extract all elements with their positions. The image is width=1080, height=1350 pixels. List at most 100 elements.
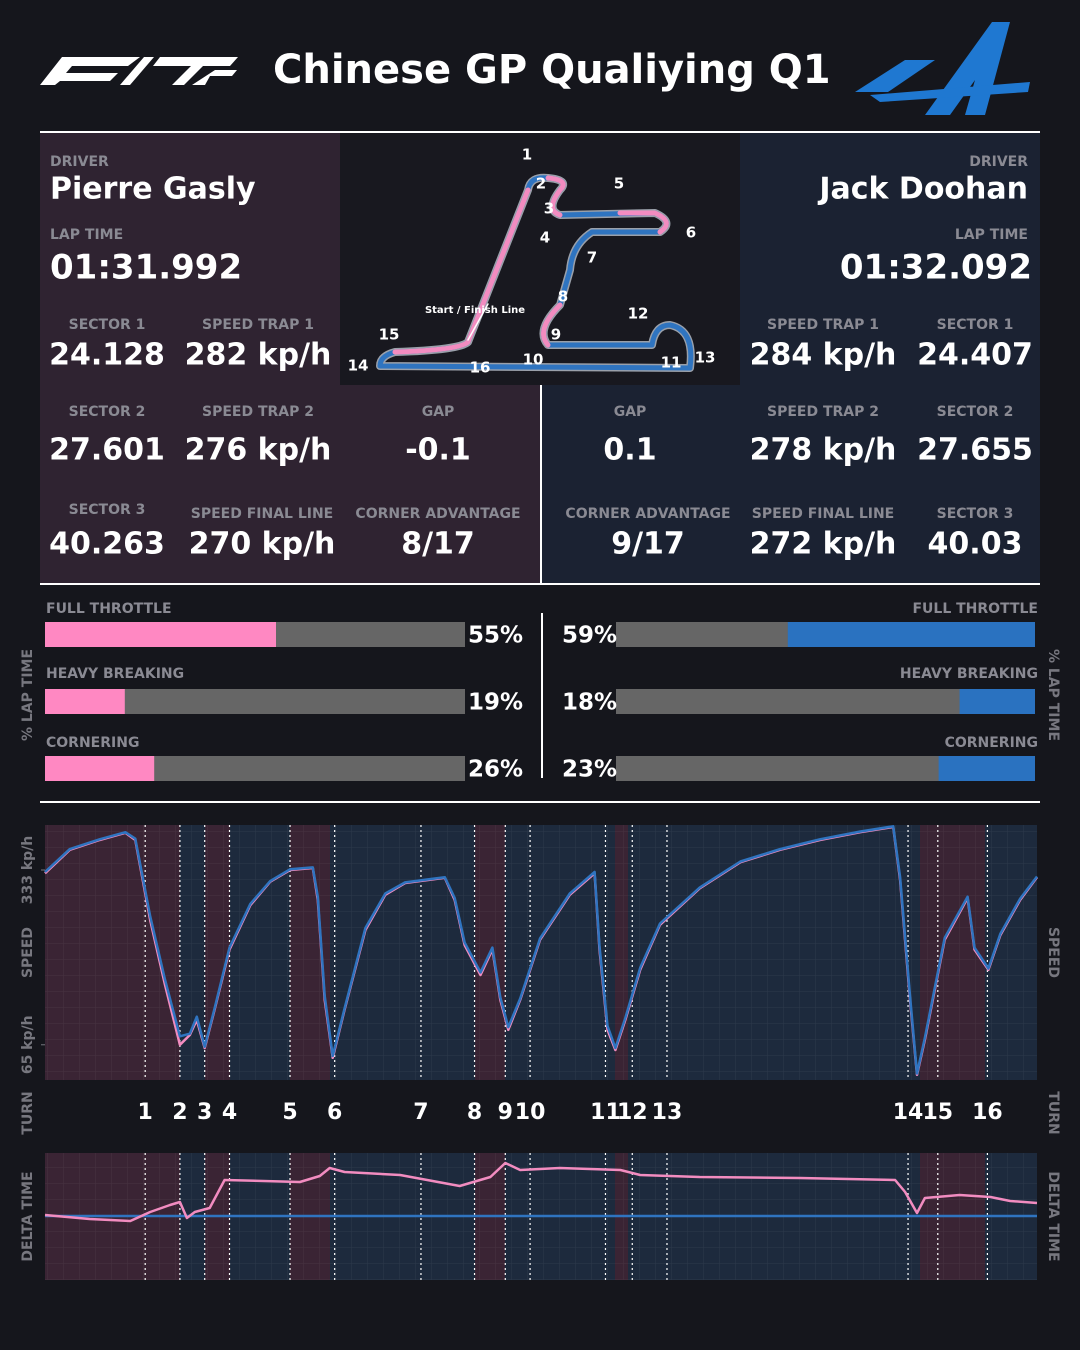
bar: [45, 689, 125, 714]
map-turn-label: 4: [540, 229, 550, 247]
stat-value: 0.1: [603, 433, 656, 468]
stat-value: 284 kp/h: [750, 338, 897, 373]
turn-label: 4: [222, 1100, 237, 1125]
bar: [787, 622, 1035, 647]
turn-label: 2: [172, 1100, 187, 1125]
bar-label: CORNERING: [46, 735, 139, 751]
stat-value: 9/17: [611, 527, 685, 562]
map-turn-label: 12: [628, 305, 649, 323]
stat-value: 27.655: [917, 433, 1033, 468]
stat-label: SECTOR 2: [937, 404, 1014, 420]
stat-label: SPEED TRAP 2: [202, 404, 314, 420]
stat-value: 8/17: [401, 527, 475, 562]
bar-value-label: 23%: [562, 757, 617, 783]
map-turn-label: 6: [686, 224, 696, 242]
map-panel: [340, 133, 740, 385]
stat-value: 24.128: [49, 338, 165, 373]
bar-value-label: 55%: [468, 623, 523, 649]
map-turn-label: 2: [536, 175, 546, 193]
axis-title: DELTA TIME: [20, 1171, 36, 1261]
lap-time-label: LAP TIME: [955, 227, 1028, 243]
map-turn-label: 5: [614, 175, 624, 193]
bar-label: HEAVY BREAKING: [46, 666, 184, 682]
stat-label: SPEED FINAL LINE: [191, 506, 334, 522]
axis-title: TURN: [20, 1091, 36, 1134]
stat-label: SECTOR 3: [69, 502, 146, 518]
axis-title: % LAP TIME: [1045, 649, 1061, 741]
bar: [938, 756, 1035, 781]
stat-label: CORNER ADVANTAGE: [565, 506, 730, 522]
stat-label: SPEED TRAP 2: [767, 404, 879, 420]
turn-label: 1: [138, 1100, 153, 1125]
map-turn-label: 8: [558, 288, 568, 306]
turn-label: 6: [327, 1100, 342, 1125]
stat-label: SECTOR 1: [69, 317, 146, 333]
bar-label: FULL THROTTLE: [46, 601, 172, 617]
bar-value-label: 19%: [468, 690, 523, 716]
y-tick-label: 333 kp/h: [20, 836, 36, 905]
axis-title: SPEED: [20, 927, 36, 978]
left-panel: [40, 385, 541, 583]
stat-label: SECTOR 1: [937, 317, 1014, 333]
axis-title: SPEED: [1045, 927, 1061, 978]
map-turn-label: 10: [523, 351, 544, 369]
turn-label: 14: [893, 1100, 924, 1125]
line-series: [44, 1161, 1038, 1223]
lap-time: 01:32.092: [840, 248, 1032, 288]
bar-value-label: 26%: [468, 757, 523, 783]
axis-title: % LAP TIME: [20, 649, 36, 741]
stat-value: 24.407: [917, 338, 1033, 373]
turn-label: 11: [590, 1100, 621, 1125]
turn-label: 8: [467, 1100, 482, 1125]
map-turn-label: 15: [379, 326, 400, 344]
stat-value: 278 kp/h: [750, 433, 897, 468]
bar-label: HEAVY BREAKING: [900, 666, 1038, 682]
lap-time: 01:31.992: [50, 248, 242, 288]
stat-label: SECTOR 3: [937, 506, 1014, 522]
turn-label: 3: [197, 1100, 212, 1125]
bar: [959, 689, 1035, 714]
y-tick-label: 65 kp/h: [20, 1015, 36, 1074]
driver-label: DRIVER: [969, 154, 1028, 170]
map-turn-label: 13: [695, 349, 716, 367]
turn-label: 12: [617, 1100, 648, 1125]
turn-label: 15: [922, 1100, 953, 1125]
driver-label: DRIVER: [50, 154, 109, 170]
start-finish-label: Start / Finish Line: [425, 305, 525, 316]
driver-name: Pierre Gasly: [50, 172, 256, 207]
map-turn-label: 1: [522, 146, 532, 164]
stat-value: 27.601: [49, 433, 165, 468]
map-turn-label: 9: [551, 326, 561, 344]
stat-value: 40.263: [49, 527, 165, 562]
map-turn-label: 7: [587, 249, 597, 267]
turn-label: 10: [515, 1100, 546, 1125]
stat-label: GAP: [614, 404, 647, 420]
speed-background: [45, 825, 1037, 1080]
stat-value: -0.1: [405, 433, 471, 468]
stat-value: 276 kp/h: [185, 433, 332, 468]
stat-label: SPEED TRAP 1: [202, 317, 314, 333]
alpine-logo: [855, 22, 1030, 115]
stat-label: CORNER ADVANTAGE: [355, 506, 520, 522]
line-series: [44, 825, 1038, 1075]
map-turn-label: 14: [348, 357, 369, 375]
stat-label: GAP: [422, 404, 455, 420]
f1-logo: [40, 57, 238, 85]
bar-label: CORNERING: [945, 735, 1038, 751]
map-turn-label: 16: [470, 359, 491, 377]
bar-value-label: 18%: [562, 690, 617, 716]
stat-label: SPEED FINAL LINE: [752, 506, 895, 522]
title: Chinese GP Qualiying Q1: [273, 47, 831, 93]
grid: [45, 825, 1037, 1080]
turn-label: 5: [282, 1100, 297, 1125]
lap-time-label: LAP TIME: [50, 227, 123, 243]
left-panel: [40, 133, 340, 395]
stat-label: SECTOR 2: [69, 404, 146, 420]
stat-value: 40.03: [928, 527, 1023, 562]
bar: [45, 622, 276, 647]
stat-value: 272 kp/h: [750, 527, 897, 562]
axis-title: DELTA TIME: [1045, 1171, 1061, 1261]
stat-label: SPEED TRAP 1: [767, 317, 879, 333]
axis-title: TURN: [1045, 1091, 1061, 1134]
